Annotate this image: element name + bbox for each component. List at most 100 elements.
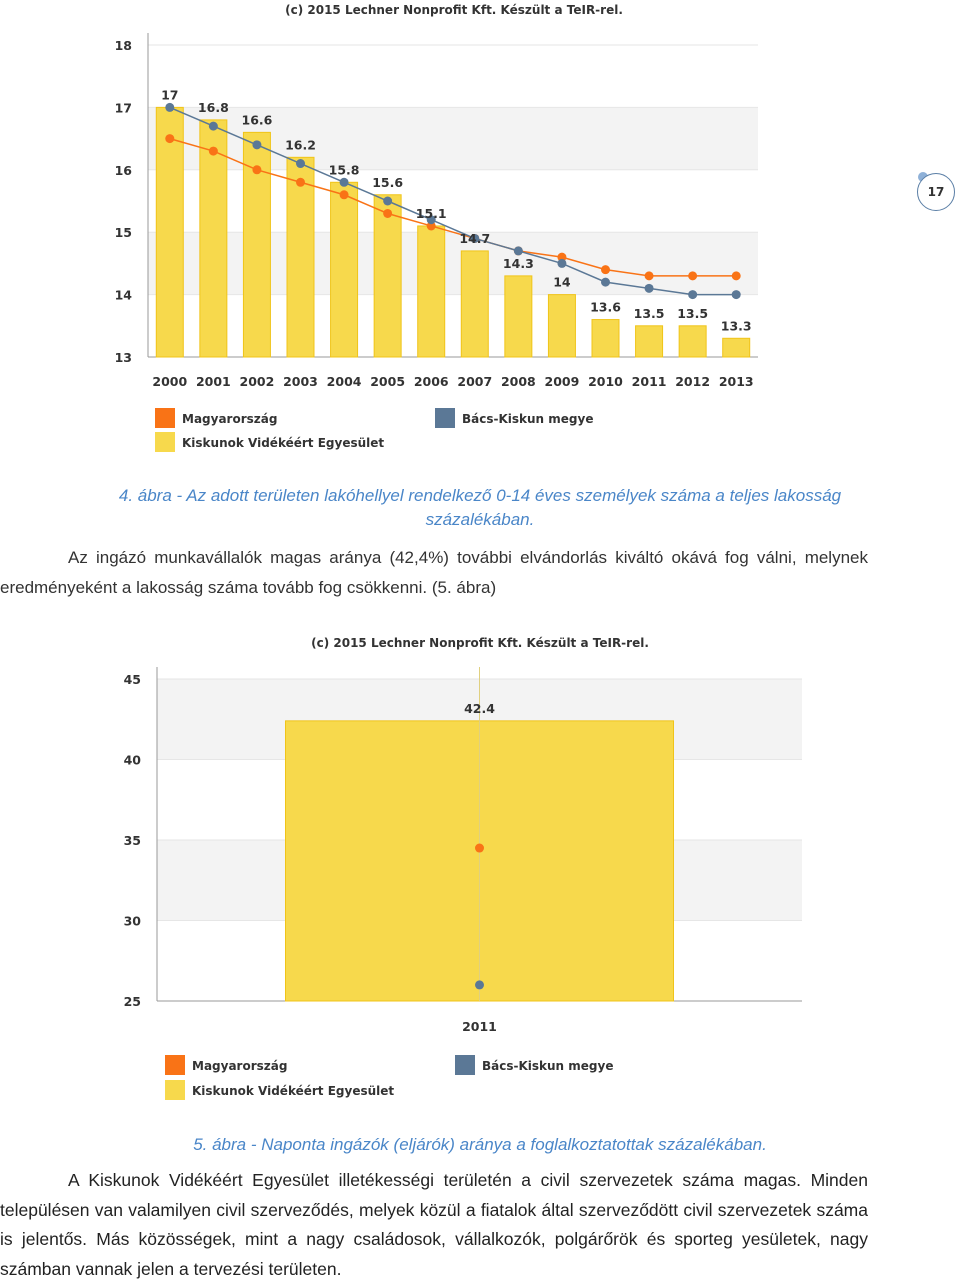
bar-kiskunok — [460, 250, 489, 358]
chart-2-caption: 5. ábra - Naponta ingázók (eljárók) arán… — [193, 1135, 767, 1154]
bar-kiskunok — [591, 319, 620, 358]
legend-label-bacs-kiskun: Bács-Kiskun megye — [462, 412, 593, 426]
x-tick-label: 2001 — [196, 374, 231, 389]
point-bacs-kiskun — [252, 140, 262, 150]
point-magyarorszag — [296, 177, 305, 187]
point-bacs-kiskun — [513, 246, 523, 256]
data-label: 15.1 — [416, 206, 447, 221]
y-tick-label: 14 — [115, 288, 133, 303]
legend-label-kiskunok: Kiskunok Vidékéért Egyesület — [192, 1084, 394, 1098]
x-tick-label: 2002 — [240, 374, 275, 389]
paragraph-commuters-text: Az ingázó munkavállalók magas aránya (42… — [0, 548, 868, 597]
point-bacs-kiskun — [601, 277, 610, 287]
line-magyarorszag — [169, 137, 737, 277]
point-magyarorszag — [426, 221, 436, 231]
data-label: 17 — [161, 87, 178, 102]
point-bacs-kiskun — [426, 215, 436, 225]
bar-kiskunok — [635, 325, 664, 358]
data-label: 14.3 — [503, 256, 534, 271]
point-bacs-kiskun — [475, 980, 484, 990]
bar-kiskunok — [286, 156, 315, 358]
x-tick-label: 2011 — [632, 374, 667, 389]
legend-swatch-kiskunok — [165, 1080, 185, 1100]
point-magyarorszag — [383, 208, 393, 218]
grid-band — [148, 107, 758, 170]
legend-swatch-kiskunok — [155, 432, 175, 452]
chart-1: (c) 2015 Lechner Nonprofit Kft. Készült … — [115, 3, 758, 452]
point-bacs-kiskun — [165, 102, 175, 112]
data-label: 14.7 — [459, 231, 490, 246]
point-bacs-kiskun — [208, 121, 218, 131]
x-tick-label: 2005 — [370, 374, 405, 389]
chart-1-caption-line1: 4. ábra - Az adott területen lakóhellyel… — [118, 486, 842, 505]
paragraph-commuters: Az ingázó munkavállalók magas aránya (42… — [0, 543, 868, 603]
point-bacs-kiskun — [383, 196, 393, 206]
x-tick-label: 2010 — [588, 374, 623, 389]
x-tick-label: 2007 — [457, 374, 492, 389]
point-bacs-kiskun — [644, 283, 654, 293]
paragraph-civil-text: A Kiskunok Vidékéért Egyesület illetékes… — [0, 1170, 868, 1279]
point-magyarorszag — [688, 271, 698, 281]
bar-kiskunok — [678, 325, 707, 358]
point-magyarorszag — [475, 843, 484, 853]
legend-label-kiskunok: Kiskunok Vidékéért Egyesület — [182, 436, 384, 450]
point-magyarorszag — [557, 252, 567, 262]
bar-kiskunok — [199, 119, 228, 358]
point-magyarorszag — [208, 146, 218, 156]
x-tick-label: 2011 — [462, 1019, 497, 1034]
x-tick-label: 2009 — [545, 374, 580, 389]
data-label: 15.6 — [372, 175, 403, 190]
bar-kiskunok — [722, 337, 751, 358]
point-bacs-kiskun — [557, 258, 567, 268]
point-bacs-kiskun — [470, 233, 480, 243]
y-tick-label: 30 — [124, 914, 142, 929]
point-bacs-kiskun — [688, 290, 698, 300]
y-tick-label: 16 — [115, 163, 133, 178]
y-tick-label: 13 — [115, 350, 132, 365]
legend-label-magyarorszag: Magyarország — [192, 1059, 287, 1073]
x-tick-label: 2003 — [283, 374, 318, 389]
point-magyarorszag — [731, 271, 741, 281]
legend-swatch-bacs-kiskun — [435, 408, 455, 428]
bar-kiskunok — [417, 225, 446, 358]
y-tick-label: 45 — [124, 672, 141, 687]
bar-kiskunok — [547, 294, 576, 358]
data-label: 14 — [553, 275, 571, 290]
y-tick-label: 18 — [115, 38, 132, 53]
y-tick-label: 17 — [115, 100, 132, 115]
data-label: 13.6 — [590, 300, 621, 315]
point-bacs-kiskun — [339, 177, 349, 187]
point-magyarorszag — [165, 134, 175, 144]
legend-label-bacs-kiskun: Bács-Kiskun megye — [482, 1059, 613, 1073]
y-tick-label: 40 — [124, 753, 142, 768]
chart-2: (c) 2015 Lechner Nonprofit Kft. Készült … — [124, 636, 802, 1100]
legend-swatch-bacs-kiskun — [455, 1055, 475, 1075]
data-label: 13.5 — [677, 306, 708, 321]
point-magyarorszag — [601, 265, 610, 275]
data-label: 13.5 — [634, 306, 665, 321]
bar-kiskunok — [373, 194, 402, 358]
point-magyarorszag — [339, 190, 349, 200]
bar-kiskunok — [330, 181, 359, 358]
grid-band — [148, 232, 758, 295]
legend-swatch-magyarorszag — [155, 408, 175, 428]
data-label: 16.8 — [198, 100, 229, 115]
line-bacs-kiskun — [169, 106, 737, 296]
y-tick-label: 15 — [115, 225, 132, 240]
data-label: 16.6 — [242, 112, 273, 127]
x-tick-label: 2006 — [414, 374, 449, 389]
point-magyarorszag — [644, 271, 654, 281]
y-tick-label: 25 — [124, 994, 141, 1009]
data-label: 13.3 — [721, 318, 752, 333]
chart-1-caption-line2: százalékában. — [425, 510, 535, 529]
page-number-badge: 17 — [917, 173, 955, 211]
x-tick-label: 2004 — [327, 374, 362, 389]
x-tick-label: 2013 — [719, 374, 754, 389]
chart-2-credit: (c) 2015 Lechner Nonprofit Kft. Készült … — [311, 636, 649, 650]
chart-1-credit: (c) 2015 Lechner Nonprofit Kft. Készült … — [285, 3, 623, 17]
legend-label-magyarorszag: Magyarország — [182, 412, 277, 426]
x-tick-label: 2000 — [152, 374, 187, 389]
data-label: 42.4 — [464, 701, 495, 716]
data-label: 15.8 — [329, 162, 360, 177]
bar-kiskunok — [155, 106, 184, 358]
